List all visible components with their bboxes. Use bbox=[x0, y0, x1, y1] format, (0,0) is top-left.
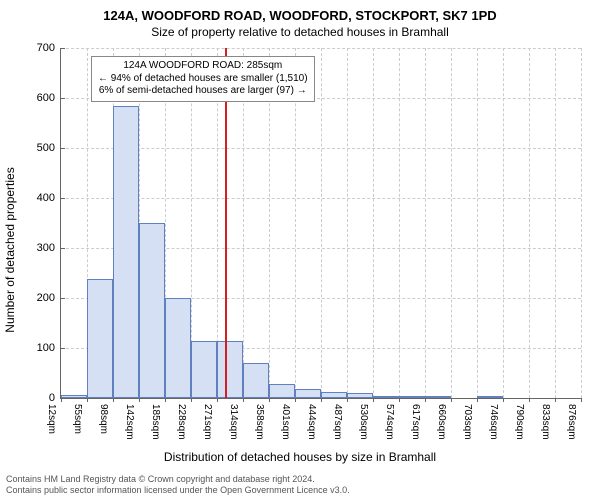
y-axis-label: Number of detached properties bbox=[3, 167, 17, 332]
histogram-bar bbox=[295, 389, 321, 398]
x-axis-label: Distribution of detached houses by size … bbox=[0, 450, 600, 464]
x-tick-label: 185sqm bbox=[150, 404, 161, 440]
y-tick-label: 400 bbox=[37, 192, 61, 204]
gridline-v bbox=[581, 48, 582, 398]
x-tick-mark bbox=[373, 398, 374, 402]
x-tick-mark bbox=[477, 398, 478, 402]
y-tick-label: 0 bbox=[49, 392, 61, 404]
x-tick-mark bbox=[191, 398, 192, 402]
gridline-v bbox=[555, 48, 556, 398]
x-tick-label: 358sqm bbox=[254, 404, 265, 440]
annotation-box: 124A WOODFORD ROAD: 285sqm ← 94% of deta… bbox=[91, 56, 315, 102]
x-tick-label: 574sqm bbox=[384, 404, 395, 440]
x-tick-mark bbox=[113, 398, 114, 402]
x-tick-mark bbox=[321, 398, 322, 402]
x-tick-mark bbox=[581, 398, 582, 402]
x-tick-label: 401sqm bbox=[280, 404, 291, 440]
x-tick-mark bbox=[295, 398, 296, 402]
histogram-bar bbox=[165, 298, 191, 398]
footer-line1: Contains HM Land Registry data © Crown c… bbox=[6, 474, 350, 485]
annotation-line3: 6% of semi-detached houses are larger (9… bbox=[98, 85, 308, 98]
histogram-bar bbox=[87, 279, 113, 398]
x-tick-label: 530sqm bbox=[358, 404, 369, 440]
x-tick-label: 660sqm bbox=[436, 404, 447, 440]
x-tick-label: 487sqm bbox=[332, 404, 343, 440]
x-tick-mark bbox=[243, 398, 244, 402]
chart-title-sub: Size of property relative to detached ho… bbox=[0, 23, 600, 39]
x-tick-label: 55sqm bbox=[72, 404, 83, 434]
histogram-bar bbox=[61, 395, 87, 399]
gridline-v bbox=[321, 48, 322, 398]
gridline-v bbox=[399, 48, 400, 398]
annotation-line2: ← 94% of detached houses are smaller (1,… bbox=[98, 73, 308, 86]
x-tick-label: 98sqm bbox=[98, 404, 109, 434]
x-tick-mark bbox=[61, 398, 62, 402]
histogram-bar bbox=[321, 392, 347, 398]
footer-line2: Contains public sector information licen… bbox=[6, 485, 350, 496]
histogram-bar bbox=[269, 384, 295, 398]
y-tick-label: 600 bbox=[37, 92, 61, 104]
x-tick-mark bbox=[451, 398, 452, 402]
x-tick-label: 271sqm bbox=[202, 404, 213, 440]
x-tick-mark bbox=[217, 398, 218, 402]
y-tick-label: 300 bbox=[37, 242, 61, 254]
histogram-bar bbox=[191, 341, 217, 399]
x-tick-mark bbox=[425, 398, 426, 402]
x-tick-mark bbox=[347, 398, 348, 402]
histogram-bar bbox=[243, 363, 269, 398]
gridline-v bbox=[373, 48, 374, 398]
histogram-bar bbox=[139, 223, 165, 398]
annotation-line1: 124A WOODFORD ROAD: 285sqm bbox=[98, 60, 308, 73]
histogram-bar bbox=[399, 396, 425, 398]
gridline-v bbox=[477, 48, 478, 398]
gridline-v bbox=[451, 48, 452, 398]
x-tick-mark bbox=[87, 398, 88, 402]
gridline-v bbox=[347, 48, 348, 398]
histogram-bar bbox=[217, 341, 243, 399]
y-tick-label: 700 bbox=[37, 42, 61, 54]
y-tick-label: 200 bbox=[37, 292, 61, 304]
histogram-bar bbox=[477, 396, 503, 398]
x-tick-mark bbox=[165, 398, 166, 402]
x-tick-label: 617sqm bbox=[410, 404, 421, 440]
chart-plot-area: 010020030040050060070012sqm55sqm98sqm142… bbox=[60, 48, 581, 399]
x-tick-mark bbox=[503, 398, 504, 402]
x-tick-label: 790sqm bbox=[514, 404, 525, 440]
x-tick-label: 314sqm bbox=[228, 404, 239, 440]
y-tick-label: 100 bbox=[37, 342, 61, 354]
gridline-v bbox=[529, 48, 530, 398]
x-tick-mark bbox=[555, 398, 556, 402]
x-tick-label: 833sqm bbox=[540, 404, 551, 440]
gridline-v bbox=[425, 48, 426, 398]
x-tick-label: 142sqm bbox=[124, 404, 135, 440]
x-tick-label: 876sqm bbox=[566, 404, 577, 440]
gridline-v bbox=[503, 48, 504, 398]
x-tick-label: 746sqm bbox=[488, 404, 499, 440]
x-tick-mark bbox=[139, 398, 140, 402]
histogram-bar bbox=[347, 393, 373, 398]
footer-attribution: Contains HM Land Registry data © Crown c… bbox=[6, 474, 350, 496]
histogram-bar bbox=[113, 106, 139, 399]
histogram-bar bbox=[373, 396, 399, 398]
x-tick-label: 703sqm bbox=[462, 404, 473, 440]
x-tick-label: 444sqm bbox=[306, 404, 317, 440]
x-tick-mark bbox=[529, 398, 530, 402]
x-tick-label: 228sqm bbox=[176, 404, 187, 440]
y-tick-label: 500 bbox=[37, 142, 61, 154]
x-tick-label: 12sqm bbox=[46, 404, 57, 434]
histogram-bar bbox=[425, 396, 451, 398]
x-tick-mark bbox=[399, 398, 400, 402]
x-tick-mark bbox=[269, 398, 270, 402]
chart-title-main: 124A, WOODFORD ROAD, WOODFORD, STOCKPORT… bbox=[0, 0, 600, 23]
